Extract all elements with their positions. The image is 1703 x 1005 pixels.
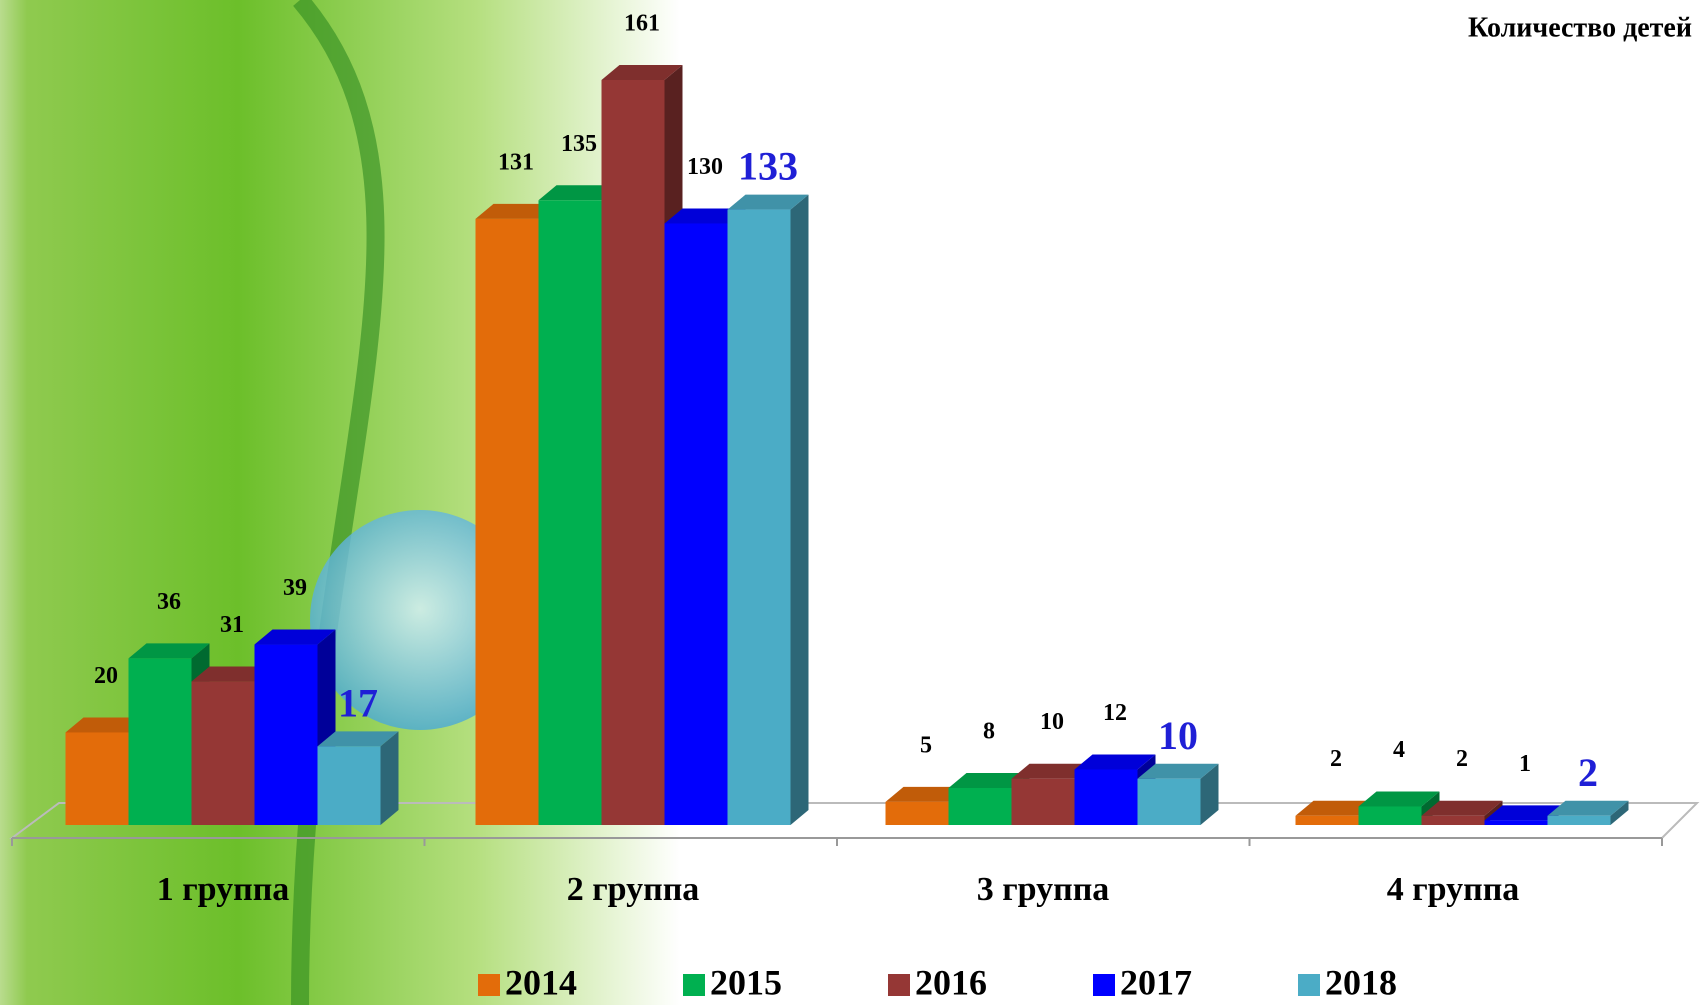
bar-top — [65, 717, 147, 733]
bar-top — [1547, 800, 1629, 816]
legend-label: 2015 — [710, 962, 782, 1002]
bar — [1421, 815, 1485, 825]
bar — [191, 681, 255, 825]
legend-label: 2016 — [915, 962, 987, 1002]
value-label: 8 — [983, 718, 995, 744]
bar — [1074, 769, 1138, 825]
decor-globe — [310, 510, 530, 730]
bar-top — [601, 65, 683, 80]
bar-top — [191, 666, 273, 682]
value-label: 1 — [1519, 751, 1531, 777]
bar — [1137, 778, 1201, 825]
bar — [538, 200, 602, 826]
value-label: 131 — [498, 149, 534, 175]
bar-top — [538, 185, 620, 201]
value-label: 135 — [561, 131, 597, 157]
bar-top — [254, 629, 336, 645]
bar-top — [1358, 791, 1440, 807]
value-label: 5 — [920, 732, 932, 758]
value-label: 31 — [220, 612, 244, 638]
bar-side — [1610, 800, 1629, 825]
value-label: 36 — [157, 589, 181, 615]
bar — [727, 209, 791, 826]
bar-top — [475, 203, 557, 219]
value-label: 2 — [1330, 746, 1342, 772]
value-label: 10 — [1158, 713, 1198, 758]
bar — [948, 787, 1012, 825]
bar-top — [1484, 805, 1566, 821]
bar-top — [1295, 800, 1377, 816]
legend-swatch — [478, 974, 500, 996]
bar-top — [885, 786, 967, 802]
legend-label: 2018 — [1325, 962, 1397, 1002]
value-label: 39 — [283, 575, 307, 601]
bar-side — [1200, 763, 1219, 825]
bar — [1547, 815, 1611, 825]
x-tick-label: 4 группа — [1387, 871, 1520, 908]
bar — [885, 801, 949, 825]
bar — [475, 218, 539, 825]
bar — [1358, 806, 1422, 825]
bar — [664, 223, 728, 825]
value-label: 2 — [1578, 750, 1598, 795]
legend-label: 2014 — [505, 962, 577, 1002]
value-label: 133 — [738, 144, 798, 189]
bar-top — [1011, 763, 1093, 779]
bar-top — [727, 194, 809, 210]
value-label: 161 — [624, 11, 660, 37]
bar-top — [1421, 800, 1503, 816]
bar-top — [664, 208, 746, 224]
value-label: 17 — [338, 681, 378, 726]
legend-swatch — [683, 974, 705, 996]
bar — [1295, 815, 1359, 825]
value-label: 2 — [1456, 746, 1468, 772]
legend-swatch — [1093, 974, 1115, 996]
value-label: 4 — [1393, 737, 1405, 763]
chart-title: Количество детей — [1468, 12, 1692, 43]
bar-top — [1074, 754, 1156, 770]
bar — [317, 746, 381, 825]
bar — [1011, 778, 1075, 825]
bar-top — [1137, 763, 1219, 779]
bar — [65, 732, 129, 825]
bar-top — [317, 731, 399, 747]
value-label: 12 — [1103, 700, 1127, 726]
legend-swatch — [888, 974, 910, 996]
value-label: 10 — [1040, 709, 1064, 735]
legend-swatch — [1298, 974, 1320, 996]
x-tick-label: 2 группа — [567, 871, 700, 908]
bar-top — [128, 643, 210, 659]
bar-top — [948, 772, 1030, 788]
bar — [128, 658, 192, 825]
value-label: 20 — [94, 663, 118, 689]
bar — [1484, 820, 1548, 825]
bar-side — [380, 731, 399, 825]
value-label: 130 — [687, 154, 723, 180]
legend-label: 2017 — [1120, 962, 1192, 1002]
bar — [254, 644, 318, 825]
bar-side — [790, 194, 809, 826]
x-tick-label: 3 группа — [977, 871, 1110, 908]
x-tick-label: 1 группа — [157, 871, 290, 908]
bar — [601, 80, 665, 825]
